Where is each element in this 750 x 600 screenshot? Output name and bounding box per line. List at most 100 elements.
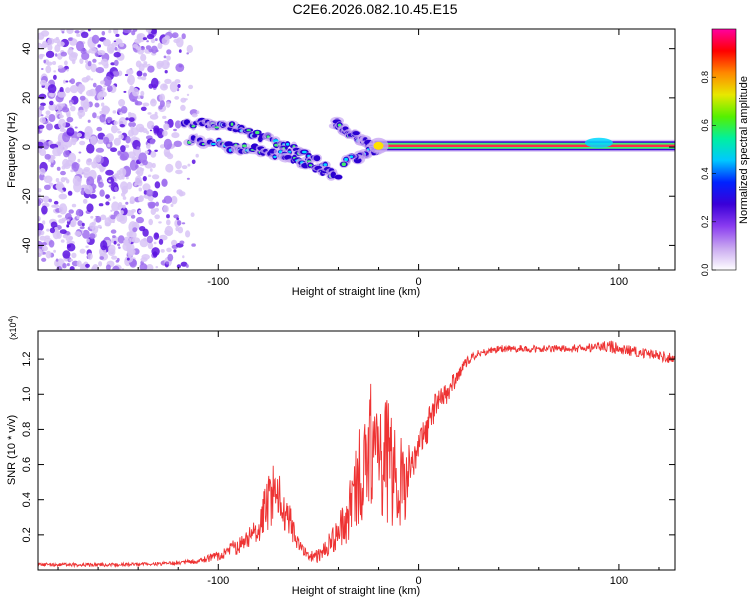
noise-blob [140, 76, 147, 81]
noise-blob [94, 102, 100, 108]
line-core-red [374, 144, 675, 147]
noise-blob [88, 47, 97, 54]
noise-blob [81, 222, 85, 227]
noise-blob [79, 248, 86, 254]
feature-cluster-near--35-km [328, 116, 382, 169]
snr-scale-label: (x104) [8, 316, 18, 340]
noise-blob [101, 106, 111, 113]
noise-blob [86, 143, 95, 154]
noise-blob [138, 152, 148, 163]
noise-blob [91, 34, 100, 44]
noise-blob [65, 213, 72, 221]
noise-blob [142, 183, 151, 192]
spectrogram-y-label: Frequency (Hz) [6, 112, 18, 188]
noise-blob [100, 240, 108, 251]
noise-blob [59, 86, 64, 93]
x-tick-label: -100 [207, 575, 229, 587]
colorbar-label: Normalized spectral amplitude [738, 76, 750, 224]
noise-blob [117, 175, 123, 180]
noise-blob [113, 120, 118, 126]
noise-blob [112, 110, 117, 114]
noise-blob [128, 121, 137, 128]
noise-blob [76, 215, 80, 220]
noise-blob [55, 258, 59, 262]
noise-blob [125, 176, 129, 180]
noise-blob [79, 226, 85, 230]
snr-ticks: -100 0 100 0.2 0.4 0.6 0.8 1.0 1.2 [21, 331, 675, 587]
noise-blob [97, 92, 104, 101]
noise-blob [196, 110, 200, 115]
noise-blob [90, 78, 94, 81]
noise-blob [178, 49, 182, 53]
noise-blob [116, 257, 120, 262]
y-tick-label: 0.8 [21, 422, 33, 437]
noise-blob [165, 101, 171, 108]
noise-blob [171, 32, 179, 39]
noise-blob [129, 159, 138, 171]
noise-blob [166, 153, 174, 160]
noise-blob [46, 228, 50, 232]
noise-blob [146, 189, 154, 197]
noise-blob [89, 194, 97, 199]
noise-blob [47, 84, 57, 94]
noise-blob [99, 166, 105, 173]
noise-blob [76, 132, 83, 138]
branch-peak [308, 164, 313, 167]
noise-blob [164, 120, 168, 124]
noise-blob [67, 190, 73, 196]
noise-blob [89, 233, 96, 240]
noise-blob [105, 194, 110, 200]
feature-steady-line [368, 137, 675, 154]
noise-blob [44, 184, 51, 190]
noise-blob [88, 29, 91, 32]
noise-blob [74, 231, 82, 237]
noise-blob [175, 160, 182, 170]
noise-blob [103, 76, 112, 87]
noise-blob [42, 220, 46, 225]
noise-blob [48, 198, 52, 203]
noise-blob [66, 219, 70, 222]
noise-blob [136, 70, 143, 77]
noise-blob [163, 55, 167, 59]
noise-blob [46, 123, 53, 131]
branch-peak [285, 142, 290, 146]
noise-blob [75, 208, 83, 217]
noise-blob [113, 240, 117, 245]
noise-blob [170, 203, 174, 207]
noise-blob [163, 123, 170, 131]
noise-blob [83, 173, 89, 179]
noise-blob [154, 214, 160, 220]
x-tick-label: 0 [416, 276, 422, 288]
noise-blob [53, 200, 59, 205]
y-tick-label: 0.4 [21, 492, 33, 507]
colorbar-scale [712, 29, 736, 270]
noise-blob [68, 37, 73, 42]
noise-blob [52, 61, 57, 65]
noise-blob [100, 214, 107, 221]
noise-blob [66, 29, 74, 34]
noise-blob [71, 59, 76, 65]
noise-blob [83, 167, 91, 172]
noise-blob [154, 149, 158, 152]
snr-scale-exponent: 4 [8, 318, 15, 322]
noise-blob [71, 161, 79, 172]
noise-blob [113, 59, 119, 66]
noise-blob [48, 114, 56, 122]
noise-blob [149, 129, 153, 132]
branch-core [313, 155, 321, 162]
noise-blob [66, 240, 70, 245]
noise-blob [66, 243, 76, 252]
snr-scale-base: (x10 [8, 322, 18, 340]
noise-blob [85, 263, 90, 268]
noise-blob [49, 227, 56, 234]
noise-blob [113, 137, 121, 146]
noise-blob [60, 189, 64, 194]
noise-blob [163, 205, 169, 213]
colorbar-tick-label: 0.2 [700, 216, 710, 229]
noise-blob [156, 128, 165, 139]
noise-blob [154, 207, 159, 212]
noise-blob [41, 245, 48, 252]
noise-blob [102, 39, 111, 47]
noise-blob [79, 84, 86, 92]
noise-blob [162, 130, 168, 137]
